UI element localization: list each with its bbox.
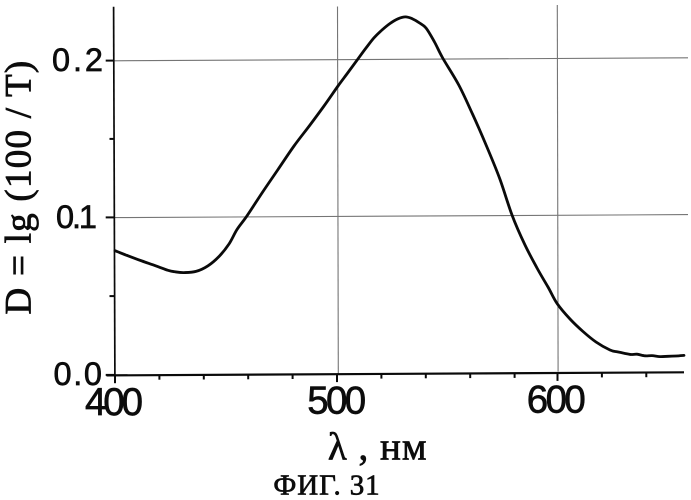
svg-text:600: 600 [527, 379, 586, 422]
svg-text:0.2: 0.2 [52, 42, 103, 78]
svg-text:500: 500 [307, 379, 366, 422]
svg-text:400: 400 [85, 381, 143, 424]
svg-text:ФИГ. 31: ФИГ. 31 [273, 469, 380, 500]
svg-text:0.0: 0.0 [54, 356, 103, 392]
svg-text:0.1: 0.1 [56, 199, 97, 235]
svg-text:λ , нм: λ , нм [328, 425, 428, 468]
svg-text:D = lg (100 / T): D = lg (100 / T) [0, 60, 40, 315]
